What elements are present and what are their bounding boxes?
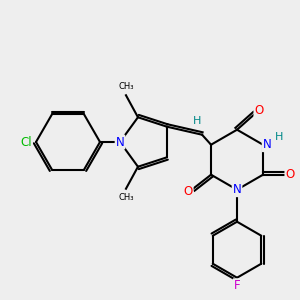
Text: O: O xyxy=(183,185,193,198)
Text: F: F xyxy=(234,279,240,292)
Text: N: N xyxy=(116,136,124,148)
Text: Cl: Cl xyxy=(20,136,32,148)
Text: O: O xyxy=(285,168,295,181)
Text: N: N xyxy=(233,183,242,196)
Text: CH₃: CH₃ xyxy=(118,82,134,91)
Text: H: H xyxy=(193,116,201,126)
Text: H: H xyxy=(275,132,283,142)
Text: N: N xyxy=(262,138,272,151)
Text: O: O xyxy=(254,104,264,117)
Text: CH₃: CH₃ xyxy=(118,193,134,202)
